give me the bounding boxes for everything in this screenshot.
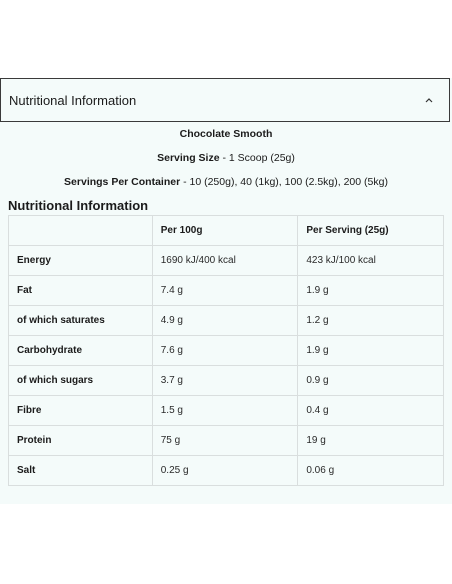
chevron-up-icon[interactable] bbox=[423, 95, 435, 106]
accordion-title: Nutritional Information bbox=[9, 92, 137, 108]
table-row: of which saturates 4.9 g 1.2 g bbox=[8, 305, 444, 336]
per-100g-value: 7.4 g bbox=[151, 275, 299, 306]
table-header-row: Per 100g Per Serving (25g) bbox=[8, 215, 444, 246]
column-header-per-100g: Per 100g bbox=[151, 215, 299, 246]
per-100g-value: 0.25 g bbox=[151, 455, 299, 486]
per-100g-value: 1690 kJ/400 kcal bbox=[151, 245, 299, 276]
per-serving-value: 0.4 g bbox=[297, 395, 444, 426]
table-row: Protein 75 g 19 g bbox=[8, 425, 444, 456]
per-serving-value: 1.9 g bbox=[297, 275, 444, 306]
per-serving-value: 423 kJ/100 kcal bbox=[297, 245, 444, 276]
nutrient-name: Energy bbox=[8, 245, 153, 276]
table-row: Fibre 1.5 g 0.4 g bbox=[8, 395, 444, 426]
per-serving-value: 19 g bbox=[297, 425, 444, 456]
nutrient-name: of which sugars bbox=[8, 365, 153, 396]
table-row: Fat 7.4 g 1.9 g bbox=[8, 275, 444, 306]
nutrient-name: Protein bbox=[8, 425, 153, 456]
table-row: of which sugars 3.7 g 0.9 g bbox=[8, 365, 444, 396]
serving-size-label: Serving Size bbox=[157, 152, 220, 164]
table-row: Energy 1690 kJ/400 kcal 423 kJ/100 kcal bbox=[8, 245, 444, 276]
servings-per-container-value: - 10 (250g), 40 (1kg), 100 (2.5kg), 200 … bbox=[180, 176, 388, 188]
servings-per-container-label: Servings Per Container bbox=[64, 176, 181, 188]
table-row: Salt 0.25 g 0.06 g bbox=[8, 455, 444, 486]
nutrient-name: of which saturates bbox=[8, 305, 153, 336]
column-header-nutrient bbox=[8, 215, 153, 246]
nutrient-name: Carbohydrate bbox=[8, 335, 153, 366]
per-100g-value: 1.5 g bbox=[151, 395, 299, 426]
table-row: Carbohydrate 7.6 g 1.9 g bbox=[8, 335, 444, 366]
serving-size: Serving Size - 1 Scoop (25g) bbox=[0, 152, 452, 164]
nutrient-name: Salt bbox=[8, 455, 153, 486]
per-serving-value: 0.06 g bbox=[297, 455, 444, 486]
nutrition-accordion-toggle[interactable]: Nutritional Information bbox=[0, 78, 450, 122]
product-flavour: Chocolate Smooth bbox=[179, 128, 273, 140]
serving-size-value: - 1 Scoop (25g) bbox=[219, 152, 295, 164]
nutrient-name: Fat bbox=[8, 275, 153, 306]
per-serving-value: 1.2 g bbox=[297, 305, 444, 336]
per-serving-value: 0.9 g bbox=[297, 365, 444, 396]
per-100g-value: 7.6 g bbox=[151, 335, 299, 366]
per-100g-value: 4.9 g bbox=[151, 305, 299, 336]
nutrition-table: Per 100g Per Serving (25g) Energy 1690 k… bbox=[8, 215, 444, 486]
servings-per-container: Servings Per Container - 10 (250g), 40 (… bbox=[0, 176, 452, 188]
per-100g-value: 75 g bbox=[151, 425, 299, 456]
column-header-per-serving: Per Serving (25g) bbox=[297, 215, 444, 246]
per-100g-value: 3.7 g bbox=[151, 365, 299, 396]
table-heading: Nutritional Information bbox=[8, 198, 149, 213]
per-serving-value: 1.9 g bbox=[297, 335, 444, 366]
nutrient-name: Fibre bbox=[8, 395, 153, 426]
